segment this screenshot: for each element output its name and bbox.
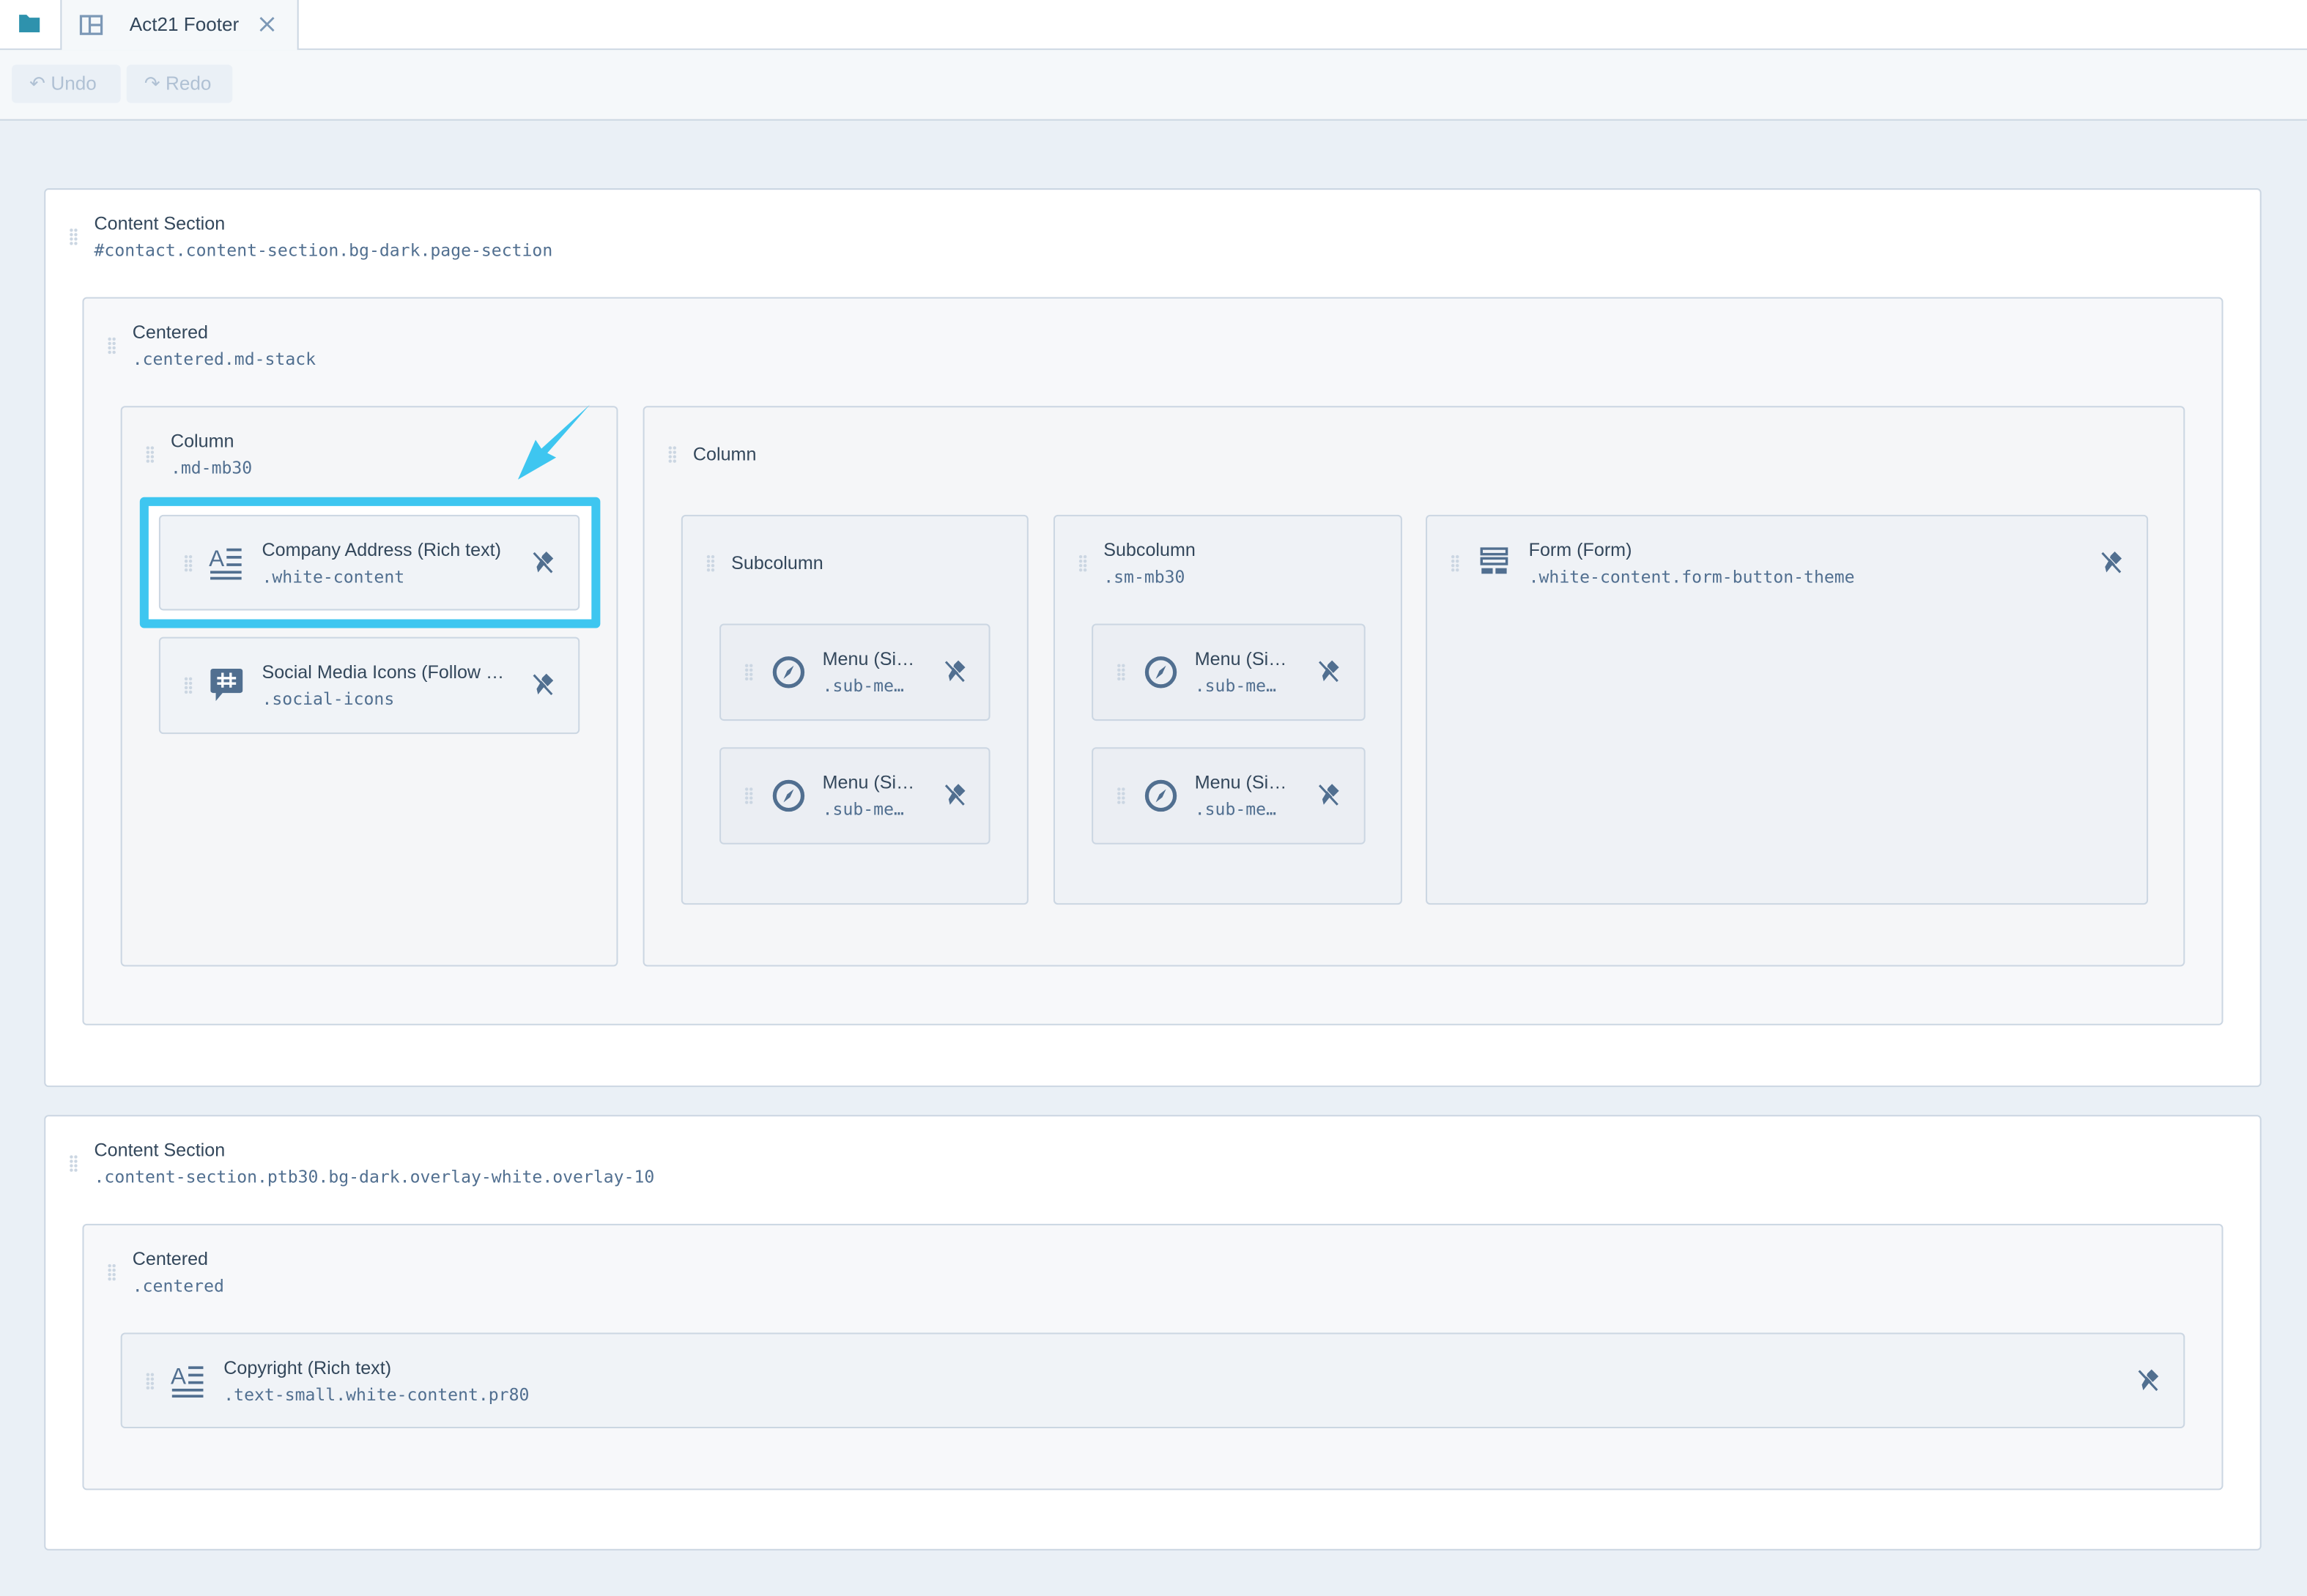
form-icon [1480,547,1508,575]
module-name: Menu (Si… [822,772,915,793]
subcolumn-1[interactable]: Subcolumn Menu (Si… .sub-me… Menu (Si… .… [681,514,1029,905]
column-1[interactable]: Column .md-mb30 Company Address (Rich te… [120,406,618,967]
toolbar: ↶ Undo ↷ Redo [0,50,2307,121]
drag-handle-icon[interactable] [145,1372,155,1390]
module-name: Form (Form) [1528,540,1632,561]
pin-off-icon[interactable] [530,550,555,575]
redo-label: Redo [165,72,212,94]
compass-icon [771,778,806,813]
module-name: Menu (Si… [1194,648,1287,669]
module-class: .white-content [262,566,405,587]
module-social-media-icons[interactable]: Social Media Icons (Follow … .social-ico… [158,636,580,735]
undo-button[interactable]: ↶ Undo [12,64,121,103]
module-class: .sub-me… [822,675,904,696]
pin-off-icon[interactable] [2098,550,2123,575]
section-label: Content Section [94,213,226,234]
module-menu[interactable]: Menu (Si… .sub-me… [719,623,990,721]
module-menu[interactable]: Menu (Si… .sub-me… [1092,747,1366,845]
subcolumn-class: .sm-mb30 [1103,566,1185,587]
compass-icon [1143,778,1178,813]
pin-off-icon[interactable] [2135,1368,2160,1393]
folder-icon[interactable] [18,13,41,34]
module-name: Copyright (Rich text) [223,1357,392,1378]
undo-label: Undo [51,72,97,94]
drag-handle-icon[interactable] [145,445,155,464]
module-class: .social-icons [262,688,395,710]
drag-handle-icon[interactable] [1117,663,1126,681]
arrow-annotation-icon [517,404,590,480]
column-class: .md-mb30 [170,457,253,478]
module-name: Menu (Si… [822,648,915,669]
row-label: Centered [132,322,209,343]
section-class: .content-section.ptb30.bg-dark.overlay-w… [94,1166,655,1187]
content-section[interactable]: Content Section .content-section.ptb30.b… [44,1115,2262,1551]
drag-handle-icon[interactable] [1451,554,1460,573]
module-name: Menu (Si… [1194,772,1287,793]
subcolumn-label: Subcolumn [1103,540,1196,561]
pin-off-icon[interactable] [530,672,555,697]
module-class: .sub-me… [822,798,904,820]
drag-handle-icon[interactable] [744,663,754,681]
pin-off-icon[interactable] [1315,782,1340,807]
close-icon[interactable] [259,16,275,32]
module-class: .text-small.white-content.pr80 [223,1384,530,1405]
drag-handle-icon[interactable] [706,554,716,573]
layout-icon [79,15,103,35]
redo-icon: ↷ [144,72,160,94]
drag-handle-icon[interactable] [107,1263,116,1282]
pin-off-icon[interactable] [1315,659,1340,684]
row-class: .centered.md-stack [132,348,316,370]
module-name: Social Media Icons (Follow … [262,661,505,683]
tab-bar: Act21 Footer [0,0,2307,51]
pin-off-icon[interactable] [941,782,966,807]
subcolumn-label: Subcolumn [731,553,823,574]
redo-button[interactable]: ↷ Redo [126,64,233,103]
row-label: Centered [132,1249,209,1270]
module-menu[interactable]: Menu (Si… .sub-me… [719,747,990,845]
column-2[interactable]: Column Subcolumn Menu (Si… .sub-me… [643,406,2185,967]
module-menu[interactable]: Menu (Si… .sub-me… [1092,623,1366,721]
rich-text-icon [171,1362,206,1400]
module-class: .sub-me… [1194,798,1276,820]
drag-handle-icon[interactable] [667,445,677,464]
drag-handle-icon[interactable] [184,554,193,573]
drag-handle-icon[interactable] [744,787,754,805]
compass-icon [1143,655,1178,690]
module-name: Company Address (Rich text) [262,540,501,561]
hashtag-bubble-icon [210,668,242,705]
compass-icon [771,655,806,690]
drag-handle-icon[interactable] [1117,787,1126,805]
rich-text-icon [209,544,244,582]
pin-off-icon[interactable] [941,659,966,684]
row-class: .centered [132,1275,224,1296]
module-form[interactable]: Form (Form) .white-content.form-button-t… [1426,514,2149,905]
module-company-address[interactable]: Company Address (Rich text) .white-conte… [158,514,580,611]
drag-handle-icon[interactable] [69,228,78,246]
content-section[interactable]: Content Section #contact.content-section… [44,188,2262,1088]
module-class: .sub-me… [1194,675,1276,696]
drag-handle-icon[interactable] [184,676,193,694]
drag-handle-icon[interactable] [107,336,116,355]
tab-act21-footer[interactable]: Act21 Footer [60,0,299,51]
centered-row[interactable]: Centered .centered.md-stack Column .md-m… [82,297,2223,1025]
undo-icon: ↶ [29,72,46,94]
module-copyright[interactable]: Copyright (Rich text) .text-small.white-… [120,1332,2185,1429]
tab-title: Act21 Footer [129,13,240,36]
column-label: Column [170,431,234,452]
subcolumn-2[interactable]: Subcolumn .sm-mb30 Menu (Si… .sub-me… Me… [1053,514,1402,905]
drag-handle-icon[interactable] [69,1154,78,1173]
column-label: Column [692,444,757,465]
module-class: .white-content.form-button-theme [1528,566,1855,587]
centered-row[interactable]: Centered .centered Copyright (Rich text)… [82,1223,2223,1491]
section-label: Content Section [94,1140,226,1161]
section-class: #contact.content-section.bg-dark.page-se… [94,240,553,261]
drag-handle-icon[interactable] [1078,554,1088,573]
